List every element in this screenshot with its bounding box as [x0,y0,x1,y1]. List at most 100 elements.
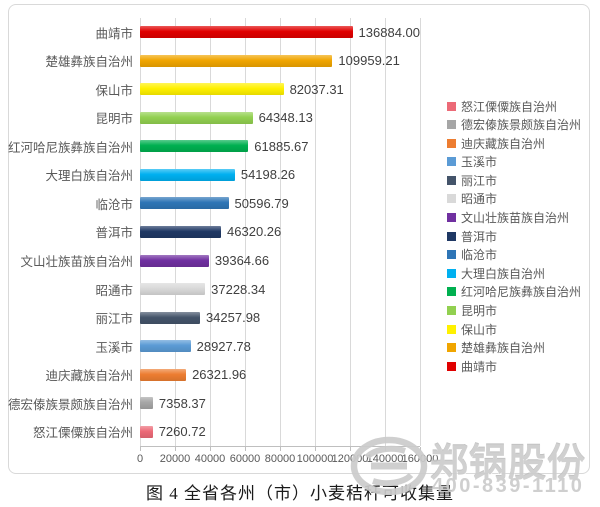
bar-row: 迪庆藏族自治州 26321.96 [45,360,420,389]
bar-row: 怒江傈僳族自治州 7260.72 [33,417,420,446]
gridline [350,18,351,446]
x-tick-label: 20000 [159,453,191,465]
axis-tick-mark [210,447,211,451]
bar-row: 红河哈尼族彝族自治州 61885.67 [8,132,420,161]
legend-swatch-icon [447,343,456,353]
gridline [420,18,421,446]
bar [140,397,153,410]
x-tick-label: 140000 [366,453,404,465]
legend-item: 昆明市 [447,304,581,318]
category-label: 大理白族自治州 [45,169,133,184]
axis-tick-mark [245,447,246,451]
x-tick-label: 40000 [194,453,226,465]
legend-swatch-icon [447,250,456,260]
bar [140,340,191,353]
axis-tick-mark [385,447,386,451]
legend-label: 红河哈尼族彝族自治州 [461,285,582,300]
bar-row: 玉溪市 28927.78 [95,332,420,361]
x-tick-label: 80000 [264,453,296,465]
value-label: 7358.37 [158,395,206,411]
legend-swatch-icon [447,324,456,334]
category-label: 红河哈尼族彝族自治州 [7,140,133,155]
bar [140,83,284,96]
bar-row: 丽江市 34257.98 [95,303,420,332]
bar-row: 昭通市 37228.34 [95,275,420,304]
bar-row: 临沧市 50596.79 [95,189,420,218]
legend-label: 保山市 [461,322,498,337]
value-label: 136884.00 [358,24,420,40]
bar-row: 楚雄彝族自治州 109959.21 [45,47,420,76]
legend: 怒江傈僳族自治州 德宏傣族景颇族自治州 迪庆藏族自治州 玉溪市 丽江市 昭通市 文山壮族苗族… [447,99,582,374]
chart-title: 图 4 全省各州（市）小麦秸秆可收集量 [146,484,454,503]
category-label: 迪庆藏族自治州 [45,369,133,384]
axis-tick-mark [350,447,351,451]
value-label: 82037.31 [289,81,344,97]
bar [140,368,187,381]
x-tick-label: 100000 [296,453,334,465]
legend-label: 怒江傈僳族自治州 [461,99,558,114]
legend-item: 文山壮族苗族自治州 [447,211,581,225]
category-label: 保山市 [95,83,133,98]
value-label: 46320.26 [227,224,282,240]
category-label: 玉溪市 [95,340,133,355]
legend-item: 普洱市 [447,229,581,244]
legend-item: 迪庆藏族自治州 [447,136,581,151]
legend-item: 楚雄彝族自治州 [447,341,581,355]
value-label: 50596.79 [234,195,289,211]
legend-label: 迪庆藏族自治州 [461,136,546,151]
legend-item: 怒江傈僳族自治州 [447,99,581,114]
bar [140,254,209,267]
legend-swatch-icon [447,231,456,241]
bar-row: 昆明市 64348.13 [95,104,420,133]
legend-swatch-icon [447,101,456,111]
legend-label: 曲靖市 [461,359,498,374]
plot-area: 曲靖市 136884.00 楚雄彝族自治州 109959.21 保山市 82037.31 昆… [8,18,421,451]
legend-label: 丽江市 [461,173,498,188]
gridline [315,18,316,446]
x-axis: 0 20000 40000 60000 80000 100000 120000 140000 1… [137,453,438,467]
x-tick-label: 160000 [401,453,439,465]
legend-label: 玉溪市 [461,155,498,170]
legend-item: 昭通市 [447,192,581,206]
value-label: 28927.78 [196,338,251,354]
legend-swatch-icon [447,268,456,278]
bar-row: 保山市 82037.31 [95,75,420,104]
bar [140,225,222,238]
bar [140,311,200,324]
value-label: 109959.21 [338,53,400,69]
category-label: 怒江傈僳族自治州 [32,426,133,441]
axis-tick-mark [280,447,281,451]
bar [140,54,333,67]
value-label: 39364.66 [214,253,270,269]
x-tick-label: 120000 [331,453,369,465]
bar [140,197,229,210]
legend-swatch-icon [447,138,456,148]
legend-swatch-icon [447,157,456,167]
gridline [385,18,386,446]
axis-tick-mark [175,447,176,451]
value-label: 37228.34 [211,281,266,297]
bar-row: 德宏傣族景颇族自治州 7358.37 [8,389,420,418]
bar [140,26,353,39]
legend-item: 临沧市 [447,248,581,262]
legend-swatch-icon [447,120,456,130]
bar [140,425,153,438]
category-label: 德宏傣族景颇族自治州 [7,397,133,412]
bar [140,140,249,153]
axis-tick-mark [140,447,141,451]
value-label: 26321.96 [192,367,247,383]
bar-row: 大理白族自治州 54198.26 [45,161,420,190]
legend-swatch-icon [447,306,456,316]
legend-item: 丽江市 [447,173,581,188]
x-tick-label: 60000 [229,453,261,465]
category-label: 曲靖市 [95,26,133,41]
legend-label: 昭通市 [461,192,498,207]
bar [140,283,206,296]
legend-label: 昆明市 [461,304,498,319]
legend-swatch-icon [447,287,456,297]
category-label: 丽江市 [95,312,133,327]
value-label: 7260.72 [158,424,206,440]
legend-label: 普洱市 [461,229,498,244]
value-label: 61885.67 [254,138,309,154]
bar-row: 曲靖市 136884.00 [95,18,420,47]
